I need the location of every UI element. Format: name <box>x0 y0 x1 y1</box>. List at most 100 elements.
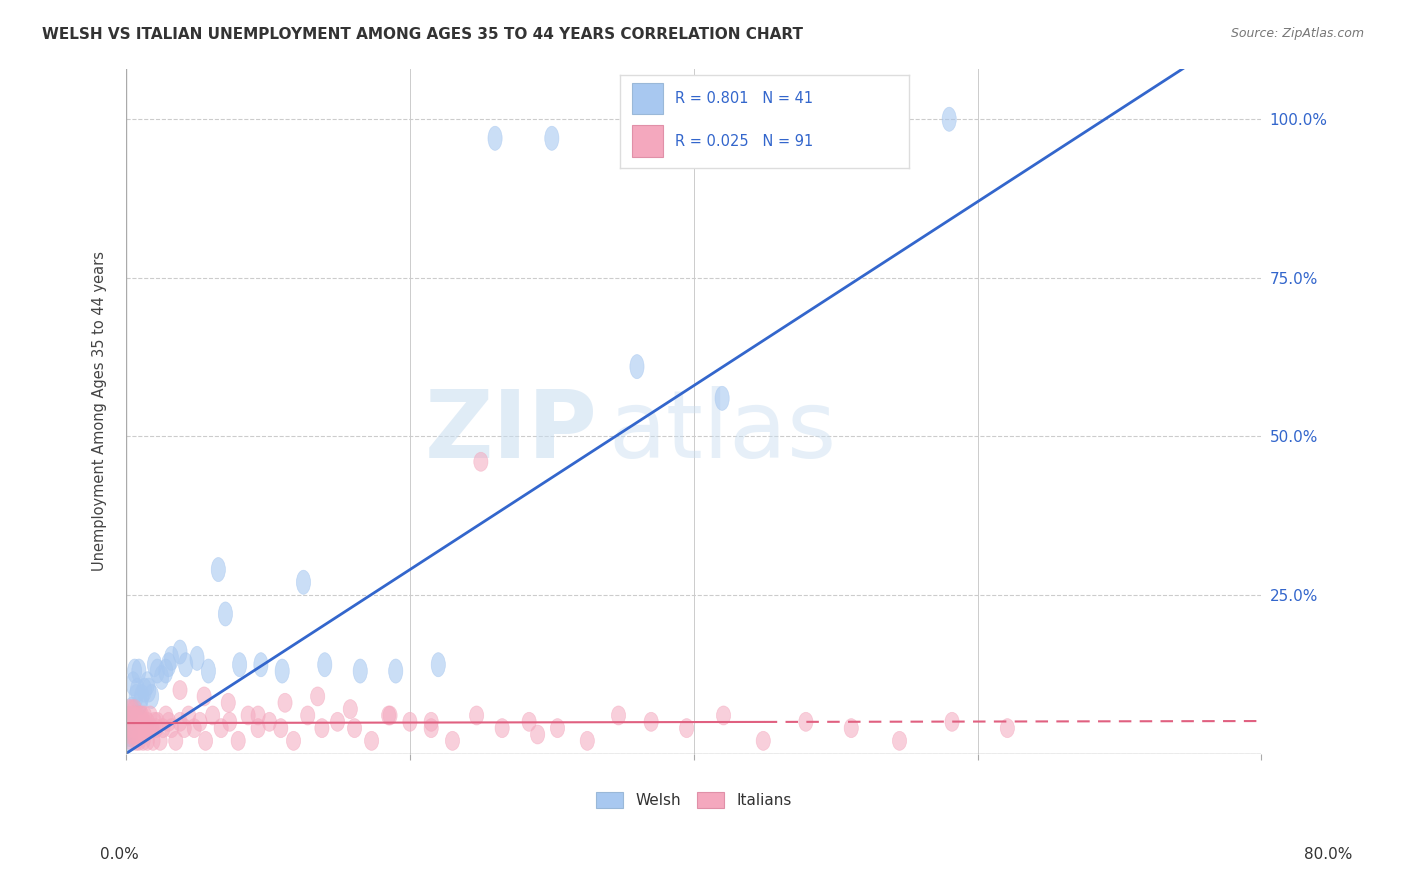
Ellipse shape <box>122 699 136 719</box>
Ellipse shape <box>474 452 488 471</box>
Ellipse shape <box>381 706 395 725</box>
Ellipse shape <box>446 731 460 750</box>
Text: atlas: atlas <box>609 385 837 477</box>
Ellipse shape <box>679 719 693 738</box>
Ellipse shape <box>201 659 215 683</box>
Ellipse shape <box>263 713 277 731</box>
Ellipse shape <box>124 725 138 744</box>
Ellipse shape <box>214 719 228 738</box>
Ellipse shape <box>844 719 858 738</box>
Ellipse shape <box>148 653 162 677</box>
Ellipse shape <box>135 706 149 725</box>
Ellipse shape <box>190 647 204 671</box>
Ellipse shape <box>165 647 179 671</box>
Ellipse shape <box>125 697 139 721</box>
Ellipse shape <box>127 706 141 725</box>
Ellipse shape <box>150 713 165 731</box>
Ellipse shape <box>716 386 730 410</box>
Ellipse shape <box>121 729 135 753</box>
Ellipse shape <box>799 713 813 731</box>
Ellipse shape <box>135 684 149 708</box>
Ellipse shape <box>153 731 167 750</box>
Ellipse shape <box>211 558 225 582</box>
Ellipse shape <box>470 706 484 725</box>
Ellipse shape <box>197 687 211 706</box>
Ellipse shape <box>276 659 290 683</box>
Ellipse shape <box>132 713 146 731</box>
Ellipse shape <box>135 725 149 744</box>
Ellipse shape <box>274 719 288 738</box>
Ellipse shape <box>173 640 187 664</box>
Ellipse shape <box>169 731 183 750</box>
Ellipse shape <box>432 653 446 677</box>
Ellipse shape <box>388 659 402 683</box>
Ellipse shape <box>127 719 141 738</box>
Ellipse shape <box>134 706 148 725</box>
Ellipse shape <box>141 672 155 696</box>
Ellipse shape <box>124 723 138 747</box>
Ellipse shape <box>136 713 150 731</box>
Ellipse shape <box>942 107 956 131</box>
Ellipse shape <box>179 653 193 677</box>
Ellipse shape <box>136 731 150 750</box>
Ellipse shape <box>945 713 959 731</box>
Ellipse shape <box>124 706 138 725</box>
Legend: Welsh, Italians: Welsh, Italians <box>589 786 797 814</box>
Text: Source: ZipAtlas.com: Source: ZipAtlas.com <box>1230 27 1364 40</box>
Ellipse shape <box>193 713 207 731</box>
Ellipse shape <box>129 684 143 708</box>
Ellipse shape <box>644 713 658 731</box>
Ellipse shape <box>287 731 301 750</box>
Ellipse shape <box>121 713 135 731</box>
Ellipse shape <box>1000 719 1015 738</box>
Ellipse shape <box>162 713 176 731</box>
Ellipse shape <box>495 719 509 738</box>
Ellipse shape <box>128 725 142 744</box>
Ellipse shape <box>581 731 595 750</box>
Text: 80.0%: 80.0% <box>1305 847 1353 863</box>
Ellipse shape <box>129 713 143 731</box>
Ellipse shape <box>181 706 195 725</box>
Ellipse shape <box>159 659 173 683</box>
Ellipse shape <box>145 719 159 738</box>
Ellipse shape <box>187 719 201 738</box>
Ellipse shape <box>138 706 152 725</box>
Ellipse shape <box>131 706 145 725</box>
Ellipse shape <box>141 731 155 750</box>
Ellipse shape <box>138 678 152 702</box>
Ellipse shape <box>221 693 235 713</box>
Ellipse shape <box>425 719 439 738</box>
Ellipse shape <box>488 127 502 151</box>
Ellipse shape <box>301 706 315 725</box>
Ellipse shape <box>315 719 329 738</box>
Ellipse shape <box>717 706 731 725</box>
Ellipse shape <box>122 719 136 738</box>
Text: WELSH VS ITALIAN UNEMPLOYMENT AMONG AGES 35 TO 44 YEARS CORRELATION CHART: WELSH VS ITALIAN UNEMPLOYMENT AMONG AGES… <box>42 27 803 42</box>
Ellipse shape <box>756 731 770 750</box>
Ellipse shape <box>165 719 179 738</box>
Ellipse shape <box>132 731 146 750</box>
Ellipse shape <box>132 659 146 683</box>
Ellipse shape <box>177 719 191 738</box>
Ellipse shape <box>149 719 163 738</box>
Ellipse shape <box>232 653 246 677</box>
Y-axis label: Unemployment Among Ages 35 to 44 years: Unemployment Among Ages 35 to 44 years <box>93 251 107 571</box>
Ellipse shape <box>162 653 176 677</box>
Ellipse shape <box>522 713 536 731</box>
Ellipse shape <box>141 713 155 731</box>
Ellipse shape <box>129 731 143 750</box>
Ellipse shape <box>127 672 141 696</box>
Ellipse shape <box>205 706 219 725</box>
Text: ZIP: ZIP <box>425 385 598 477</box>
Ellipse shape <box>143 706 157 725</box>
Ellipse shape <box>250 719 266 738</box>
Ellipse shape <box>131 719 145 738</box>
Ellipse shape <box>311 687 325 706</box>
Ellipse shape <box>142 719 156 738</box>
Ellipse shape <box>318 653 332 677</box>
Ellipse shape <box>125 699 139 719</box>
Ellipse shape <box>254 653 269 677</box>
Ellipse shape <box>425 713 439 731</box>
Ellipse shape <box>155 665 169 690</box>
Ellipse shape <box>330 713 344 731</box>
